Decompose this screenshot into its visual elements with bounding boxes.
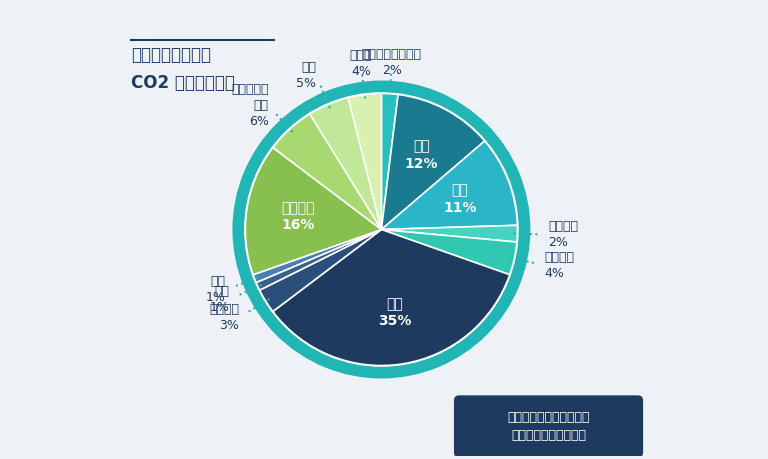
Wedge shape [257, 230, 382, 290]
Wedge shape [382, 225, 518, 242]
Text: 船舶
1%: 船舶 1% [206, 275, 226, 304]
Wedge shape [233, 80, 531, 379]
Text: 石油ガス
3%: 石油ガス 3% [210, 303, 240, 332]
Text: 第三次産業
鉄道
6%: 第三次産業 鉄道 6% [231, 84, 269, 129]
Text: 鉄鋼
12%: 鉄鋼 12% [405, 140, 438, 171]
Text: 自動車等
16%: 自動車等 16% [281, 201, 315, 232]
Wedge shape [382, 94, 398, 230]
Wedge shape [382, 95, 485, 230]
Text: 農林水産鉱建設業
2%: 農林水産鉱建設業 2% [362, 48, 422, 77]
Wedge shape [382, 230, 517, 274]
Wedge shape [273, 114, 382, 230]
FancyBboxPatch shape [454, 395, 643, 458]
Text: セメント
4%: セメント 4% [545, 251, 574, 280]
Text: 温室効果ガスの排出量が
高い割合を占めている: 温室効果ガスの排出量が 高い割合を占めている [508, 411, 590, 442]
Text: 家庭
5%: 家庭 5% [296, 61, 316, 90]
Wedge shape [253, 230, 382, 283]
Text: 化学
11%: 化学 11% [443, 184, 477, 215]
Text: CO2 排出量の内訳: CO2 排出量の内訳 [131, 74, 235, 92]
Text: その他
4%: その他 4% [349, 49, 372, 78]
Wedge shape [382, 141, 518, 230]
Text: 紙パイプ
2%: 紙パイプ 2% [548, 220, 578, 249]
Wedge shape [245, 147, 382, 274]
Wedge shape [310, 98, 382, 230]
Text: 電力
35%: 電力 35% [378, 297, 411, 329]
Wedge shape [273, 230, 510, 365]
Wedge shape [348, 94, 382, 230]
Text: 日本の産業部門別: 日本の産業部門別 [131, 45, 211, 63]
Wedge shape [260, 230, 382, 312]
Text: 航空
1%: 航空 1% [210, 285, 230, 314]
